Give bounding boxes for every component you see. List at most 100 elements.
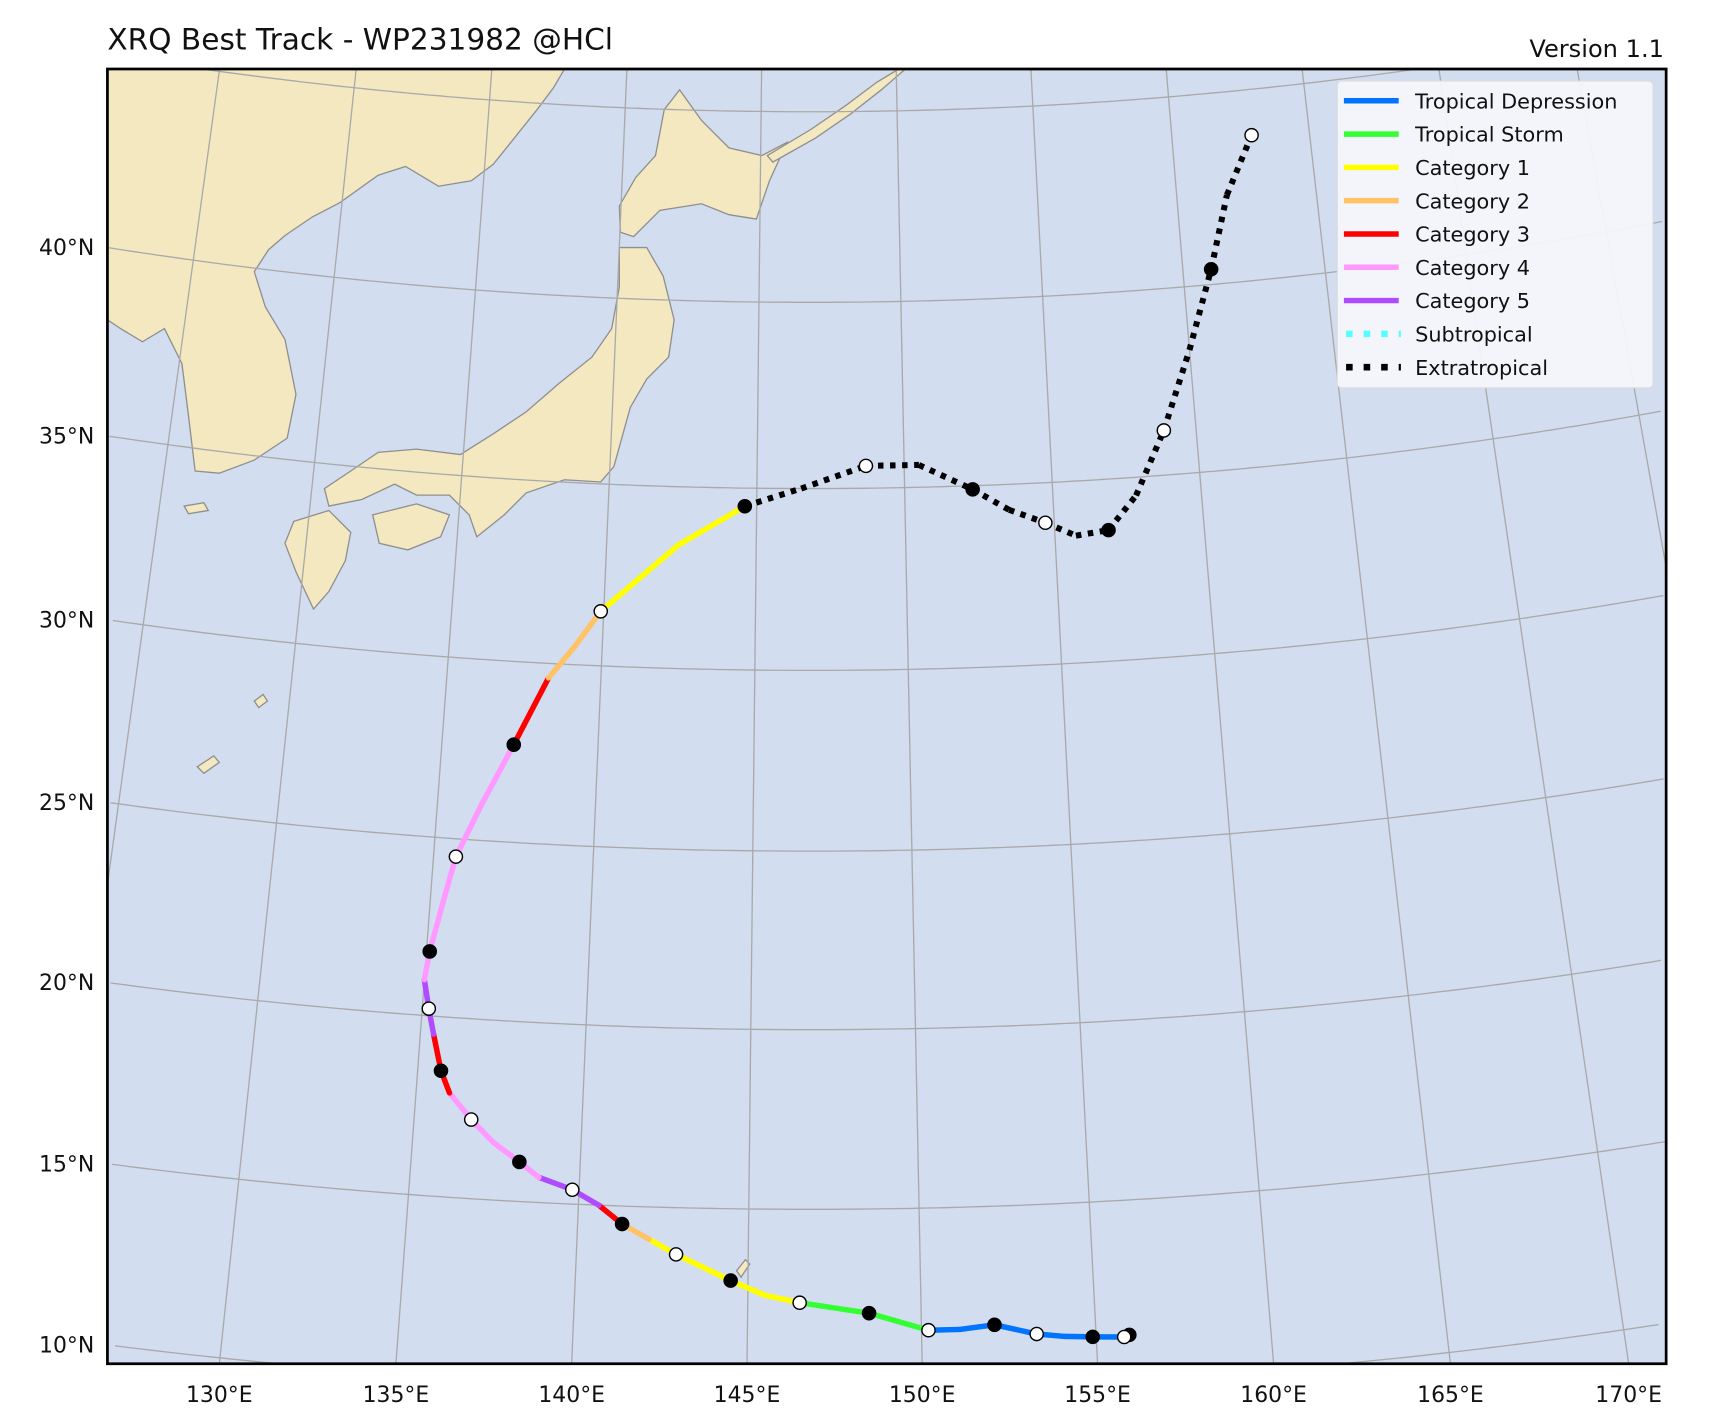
- land-kuril-islands: [766, 69, 907, 163]
- track-segment-c1: [675, 503, 748, 548]
- track-segment-ex: [865, 461, 919, 469]
- track-point-filled: [737, 498, 753, 514]
- lat-tick-label: 30°N: [39, 608, 94, 633]
- track-segment-ex: [743, 485, 803, 510]
- parallel-45: [205, 69, 1412, 113]
- version-label: Version 1.1: [1529, 35, 1664, 63]
- legend-item-ex: Extratropical: [1346, 356, 1548, 380]
- track-point-open: [1244, 127, 1259, 143]
- land-kyushu: [284, 509, 352, 611]
- track-point-filled: [723, 1273, 738, 1288]
- parallel-35: [109, 410, 1661, 490]
- track-segment-c4: [453, 801, 485, 860]
- legend-label: Tropical Storm: [1414, 123, 1564, 147]
- graticule: [107, 69, 1667, 1364]
- parallel-30: [112, 594, 1664, 672]
- track-point-open: [668, 1247, 684, 1262]
- legend-label: Subtropical: [1415, 323, 1533, 347]
- meridian-155: [1030, 69, 1099, 1364]
- track-point-open: [463, 1112, 479, 1127]
- lat-tick-label: 40°N: [39, 236, 94, 261]
- track-point-filled: [987, 1317, 1002, 1333]
- legend-label: Category 5: [1415, 289, 1530, 313]
- map-frame: [106, 67, 1668, 1366]
- track-point-filled: [422, 944, 438, 959]
- parallel-25: [110, 778, 1664, 852]
- meridian-125: [107, 69, 221, 890]
- legend: Tropical Depression Tropical Storm Categor…: [1336, 80, 1654, 389]
- track-point-filled: [506, 737, 522, 752]
- track-point-open: [448, 849, 464, 864]
- track-segment-ts: [866, 1310, 932, 1333]
- track-point-filled: [512, 1154, 527, 1170]
- meridian-165: [1301, 69, 1452, 1364]
- legend-label: Category 2: [1415, 189, 1530, 213]
- track-point-filled: [1203, 261, 1219, 277]
- track-point-open: [593, 604, 609, 619]
- lon-tick-label: 140°E: [538, 1383, 605, 1408]
- lon-tick-label: 150°E: [889, 1383, 956, 1408]
- land-shikoku: [371, 503, 451, 551]
- lat-tick-label: 25°N: [39, 791, 94, 816]
- meridian-150: [895, 69, 923, 1364]
- track-point-open: [792, 1295, 807, 1310]
- parallel-15: [111, 1141, 1666, 1210]
- track-point-open: [1156, 423, 1172, 438]
- lon-tick-label: 145°E: [714, 1383, 781, 1408]
- legend-item-c3: Category 3: [1343, 223, 1530, 247]
- track-point-filled: [861, 1305, 877, 1321]
- legend-label: Category 1: [1415, 156, 1530, 180]
- track-segment-c4: [440, 853, 459, 906]
- lon-tick-label: 130°E: [186, 1383, 253, 1408]
- track-segment-c4: [426, 899, 446, 955]
- legend-item-ss: Subtropical: [1346, 323, 1533, 347]
- land-hokkaido: [618, 88, 789, 238]
- track-segment-c1: [638, 542, 682, 580]
- axis-tick-labels: 10°N 15°N 20°N 25°N 30°N 35°N 40°N 130°E 135°E 14…: [39, 236, 1662, 1408]
- land-layer: [107, 69, 907, 1279]
- track-segment-ex: [1160, 349, 1193, 432]
- track-segment-c2: [545, 643, 578, 681]
- meridian-160: [1165, 69, 1275, 1364]
- track-segment-ex: [1208, 194, 1230, 270]
- track-segment-c3: [511, 675, 552, 748]
- chart-title: XRQ Best Track - WP231982 @HCl: [107, 22, 613, 56]
- land-ryukyu-islands: [253, 693, 269, 709]
- lat-tick-label: 20°N: [39, 971, 94, 996]
- legend-item-c2: Category 2: [1343, 189, 1530, 213]
- meridian-130: [218, 69, 357, 1364]
- parallel-10: [114, 1323, 1659, 1364]
- track-point-open: [1038, 515, 1053, 531]
- lon-tick-label: 165°E: [1417, 1383, 1484, 1408]
- track-segment-c4: [478, 741, 517, 808]
- track-segment-ex: [1186, 268, 1215, 351]
- track-point-filled: [1101, 522, 1116, 538]
- lon-tick-label: 160°E: [1240, 1383, 1307, 1408]
- track-point-filled: [965, 482, 980, 497]
- lat-tick-label: 10°N: [39, 1334, 94, 1359]
- legend-label: Category 3: [1415, 223, 1530, 247]
- legend-label: Tropical Depression: [1414, 89, 1617, 113]
- land-ryukyu-islands-2: [196, 754, 221, 775]
- land-asia-mainland: [107, 69, 566, 474]
- legend-item-c4: Category 4: [1343, 256, 1530, 280]
- track-point-filled: [1085, 1329, 1101, 1345]
- meridian-140: [570, 69, 628, 1364]
- legend-item-c1: Category 1: [1343, 156, 1530, 180]
- legend-item-ts: Tropical Storm: [1343, 123, 1564, 147]
- track-segment-ts: [796, 1299, 872, 1316]
- track-segment-c1: [673, 1251, 734, 1284]
- lat-tick-label: 15°N: [39, 1152, 94, 1177]
- track-point-open: [1029, 1326, 1044, 1342]
- land-honshu: [323, 246, 675, 538]
- meridian-135: [395, 69, 493, 1364]
- legend-label: Extratropical: [1415, 356, 1548, 380]
- lon-tick-label: 170°E: [1595, 1383, 1662, 1408]
- parallel-20: [110, 959, 1662, 1031]
- legend-label: Category 4: [1415, 256, 1530, 280]
- track-point-open: [1116, 1329, 1132, 1345]
- land-mariana-islands: [735, 1258, 751, 1279]
- track-point-open: [858, 458, 874, 474]
- track-point-open: [421, 1001, 437, 1016]
